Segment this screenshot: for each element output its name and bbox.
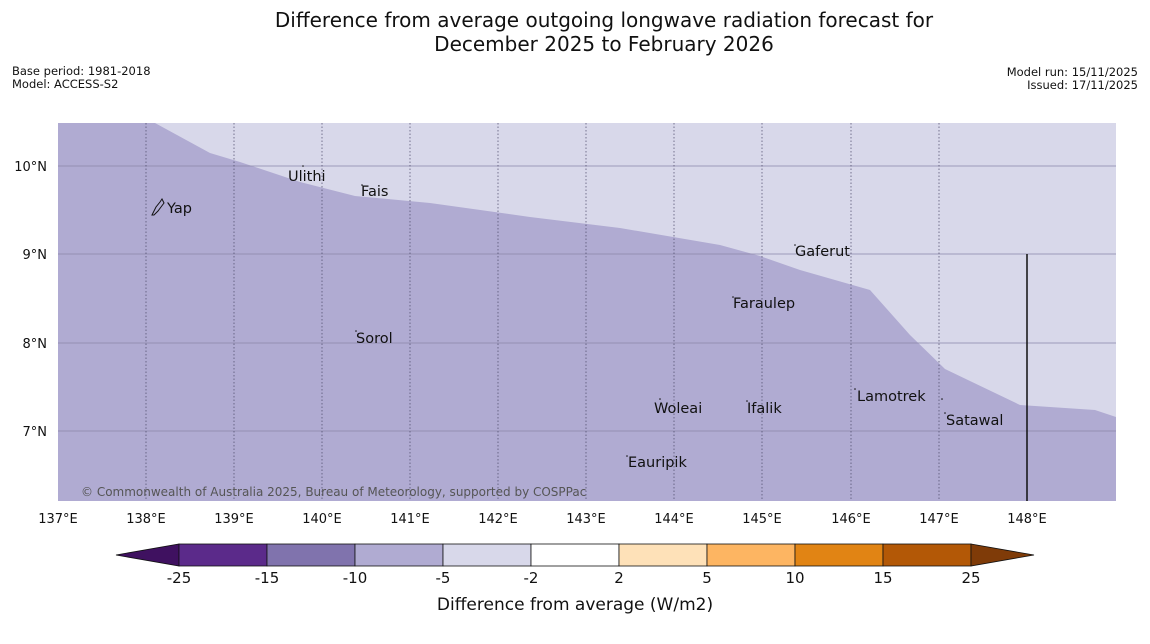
- model-run: Model run: 15/11/2025: [1006, 65, 1138, 79]
- place-fais: Fais: [361, 184, 388, 200]
- lon-tick-labels: 137°E 138°E 139°E 140°E 141°E 142°E 143°…: [38, 512, 1047, 527]
- lon-label: 143°E: [566, 512, 606, 527]
- lat-label: 8°N: [23, 337, 48, 352]
- lon-label: 140°E: [302, 512, 342, 527]
- colorbar-high-extend: [970, 543, 1035, 567]
- yap-island-outline: [151, 198, 165, 216]
- colorbar-tick: 25: [961, 569, 980, 587]
- place-gaferut: Gaferut: [795, 244, 850, 260]
- place-ulithi: Ulithi: [288, 169, 326, 185]
- colorbar: -25 -15 -10 -5 -2 2 5 10 15 25 Differenc…: [115, 543, 1035, 615]
- lat-label: 9°N: [23, 248, 48, 263]
- colorbar-tick: -25: [167, 569, 192, 587]
- colorbar-label: Difference from average (W/m2): [437, 595, 713, 615]
- base-period: Base period: 1981-2018: [12, 64, 151, 78]
- colorbar-tick: -2: [524, 569, 539, 587]
- colorbar-segment: [882, 543, 972, 567]
- place-satawal: Satawal: [946, 413, 1003, 429]
- model-name: Model: ACCESS-S2: [12, 77, 119, 91]
- lon-label: 146°E: [831, 512, 871, 527]
- island-dots: [302, 165, 946, 457]
- lon-label: 137°E: [38, 512, 78, 527]
- lon-label: 145°E: [742, 512, 782, 527]
- colorbar-segment: [706, 543, 796, 567]
- place-faraulep: Faraulep: [733, 296, 795, 312]
- lon-label: 144°E: [654, 512, 694, 527]
- colorbar-tick: -15: [255, 569, 280, 587]
- colorbar-segment: [530, 543, 620, 567]
- place-labels: Yap Ulithi Fais Gaferut Faraulep Sorol L…: [166, 169, 1003, 471]
- colorbar-segment: [178, 543, 268, 567]
- metadata-right: Model run: 15/11/2025 Issued: 17/11/2025: [1007, 66, 1138, 92]
- place-sorol: Sorol: [356, 331, 393, 347]
- colorbar-tick: 10: [785, 569, 804, 587]
- map-title: Difference from average outgoing longwav…: [0, 8, 1150, 56]
- colorbar-tick: -10: [343, 569, 368, 587]
- issued-date: Issued: 17/11/2025: [1027, 78, 1138, 92]
- colorbar-segment: [442, 543, 532, 567]
- lat-label: 10°N: [14, 160, 47, 175]
- colorbar-segment: [266, 543, 356, 567]
- colorbar-segment: [794, 543, 884, 567]
- lon-label: 147°E: [919, 512, 959, 527]
- lat-label: 7°N: [23, 425, 48, 440]
- colorbar-tick: 5: [702, 569, 712, 587]
- place-woleai: Woleai: [654, 401, 702, 417]
- anomaly-band-dark: [58, 123, 1116, 501]
- lon-label: 139°E: [214, 512, 254, 527]
- title-line-2: December 2025 to February 2026: [434, 32, 774, 56]
- colorbar-tick: -5: [436, 569, 451, 587]
- colorbar-segment: [354, 543, 444, 567]
- lon-label: 141°E: [390, 512, 430, 527]
- lon-gridlines: [145, 123, 940, 501]
- place-yap: Yap: [166, 201, 192, 217]
- colorbar-segment: [618, 543, 708, 567]
- place-ifalik: Ifalik: [747, 401, 782, 417]
- place-eauripik: Eauripik: [628, 455, 687, 471]
- colorbar-low-extend: [115, 543, 180, 567]
- lon-label: 138°E: [126, 512, 166, 527]
- metadata-left: Base period: 1981-2018 Model: ACCESS-S2: [12, 65, 151, 91]
- colorbar-tick: 15: [873, 569, 892, 587]
- place-lamotrek: Lamotrek: [857, 389, 926, 405]
- lat-tick-labels: 10°N 9°N 8°N 7°N: [14, 160, 47, 440]
- title-line-1: Difference from average outgoing longwav…: [274, 8, 934, 32]
- lon-label: 142°E: [478, 512, 518, 527]
- colorbar-tick: 2: [614, 569, 624, 587]
- lon-label: 148°E: [1007, 512, 1047, 527]
- copyright-text: © Commonwealth of Australia 2025, Bureau…: [81, 485, 586, 499]
